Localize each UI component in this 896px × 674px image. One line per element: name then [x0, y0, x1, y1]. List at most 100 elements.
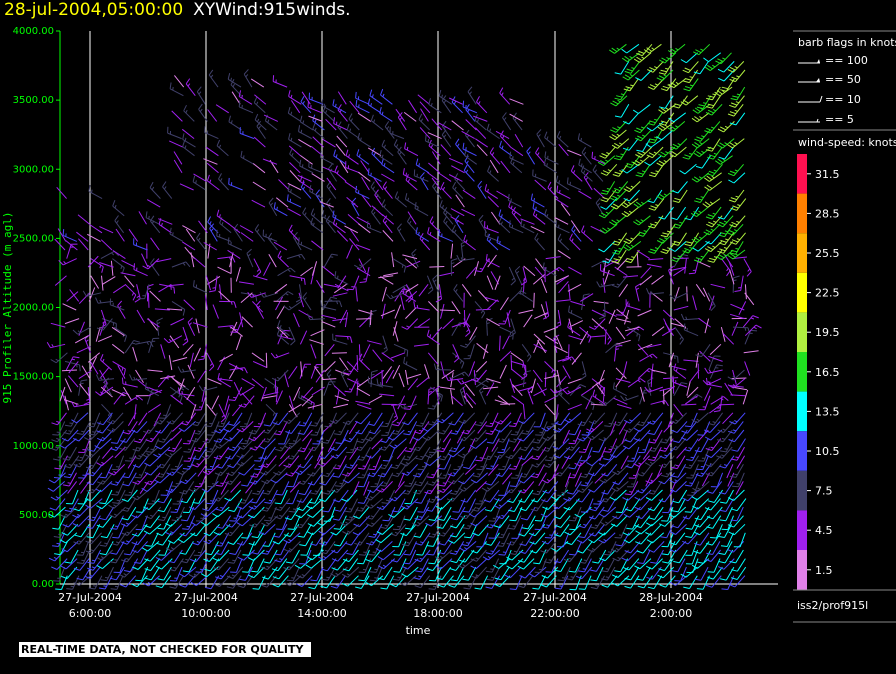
wind-barb-feather: [546, 447, 550, 450]
wind-barb-feather: [438, 295, 442, 299]
wind-barb-feather: [409, 448, 413, 450]
wind-barb-feather: [167, 540, 175, 544]
wind-barb: [292, 236, 302, 251]
wind-barb-feather: [640, 219, 644, 222]
wind-barb: [463, 170, 475, 182]
wind-barb: [374, 524, 383, 538]
wind-barb: [514, 270, 523, 285]
wind-barb-feather: [302, 100, 305, 105]
wind-barb: [220, 541, 230, 555]
wind-barb: [630, 481, 639, 496]
wind-barb-feather: [241, 427, 245, 431]
wind-barb: [207, 378, 222, 385]
wind-barb-feather: [396, 472, 400, 475]
wind-barb-feather: [227, 465, 234, 469]
wind-barb: [422, 541, 430, 556]
wind-barb-feather: [154, 445, 162, 450]
wind-barb: [326, 558, 337, 572]
wind-barb: [653, 481, 663, 495]
wind-barb: [81, 365, 91, 379]
wind-barb-feather: [319, 482, 326, 486]
wind-barb: [90, 275, 100, 289]
wind-barb-feather: [393, 139, 398, 146]
wind-barb-feather: [598, 531, 605, 536]
wind-barb-feather: [357, 562, 364, 565]
wind-barb-feather: [674, 445, 679, 449]
wind-barb-feather: [398, 228, 402, 232]
wind-barb: [678, 549, 688, 564]
wind-barb: [616, 339, 631, 345]
wind-barb: [322, 166, 337, 174]
wind-barb: [569, 412, 582, 423]
wind-barb: [132, 346, 138, 362]
wind-barb: [630, 498, 641, 512]
wind-barb-feather: [341, 498, 348, 502]
wind-barb-feather: [391, 510, 399, 513]
wind-barb: [608, 249, 618, 263]
wind-barb-feather: [279, 514, 283, 517]
wind-barb-feather: [91, 559, 96, 562]
wind-barb-feather: [579, 384, 587, 388]
wind-barb-feather: [85, 504, 92, 509]
wind-barb-feather: [610, 197, 617, 202]
wind-barb-feather: [401, 505, 408, 510]
wind-barb: [481, 446, 489, 462]
wind-barb-feather: [612, 423, 620, 426]
wind-barb-feather: [57, 456, 61, 459]
wind-barb: [170, 318, 185, 326]
wind-barb-feather: [612, 127, 619, 131]
wind-barb-feather: [295, 514, 302, 519]
y-tick-label: 1500.00: [13, 372, 54, 383]
wind-barb-feather: [445, 220, 448, 225]
wind-barb-feather: [393, 571, 400, 573]
wind-barb: [136, 309, 146, 324]
wind-barb: [511, 395, 524, 406]
wind-barb-feather: [260, 464, 268, 468]
wind-barb: [499, 515, 510, 528]
wind-barb-feather: [348, 154, 350, 158]
wind-barb: [673, 112, 687, 123]
wind-barb: [527, 515, 536, 530]
wind-barb: [406, 455, 418, 467]
wind-barb-feather: [648, 207, 655, 211]
wind-barb: [183, 299, 195, 311]
wind-barb: [454, 575, 465, 588]
wind-barb-feather: [220, 377, 222, 382]
wind-barb: [302, 297, 312, 311]
wind-barb-feather: [241, 94, 243, 99]
wind-barb-feather: [253, 96, 258, 103]
wind-barb-feather: [308, 586, 315, 590]
wind-barb-feather: [279, 506, 283, 509]
wind-barb: [232, 403, 243, 417]
wind-barb: [71, 489, 79, 505]
wind-barb-feather: [370, 172, 372, 176]
wind-barb-feather: [124, 553, 131, 556]
wind-barb-feather: [623, 429, 630, 433]
wind-barb-feather: [432, 405, 436, 407]
wind-barb-feather: [307, 482, 315, 486]
wind-barb-feather: [323, 103, 326, 107]
wind-barb-feather: [149, 181, 154, 188]
wind-barb: [569, 446, 580, 460]
wind-barb-feather: [259, 471, 267, 476]
wind-barb: [581, 395, 595, 405]
wind-barb-feather: [601, 509, 609, 512]
wind-barb-feather: [299, 115, 303, 123]
wind-barb-feather: [283, 329, 290, 332]
wind-barb-feather: [481, 312, 486, 319]
wind-barb-feather: [126, 540, 130, 543]
wind-barb: [57, 412, 67, 426]
wind-barb: [236, 318, 244, 333]
wind-barb-feather: [580, 165, 585, 172]
wind-barb-feather: [437, 431, 445, 435]
wind-barb-feather: [274, 516, 281, 520]
wind-barb-feather: [427, 476, 434, 479]
wind-barb-feather: [674, 197, 681, 201]
wind-barb: [428, 301, 440, 313]
wind-barb-feather: [519, 543, 526, 546]
wind-barb-feather: [300, 254, 306, 260]
wind-barb: [336, 446, 348, 459]
wind-barb-feather: [461, 431, 469, 435]
wind-barb: [299, 463, 312, 475]
wind-barb: [326, 575, 336, 589]
